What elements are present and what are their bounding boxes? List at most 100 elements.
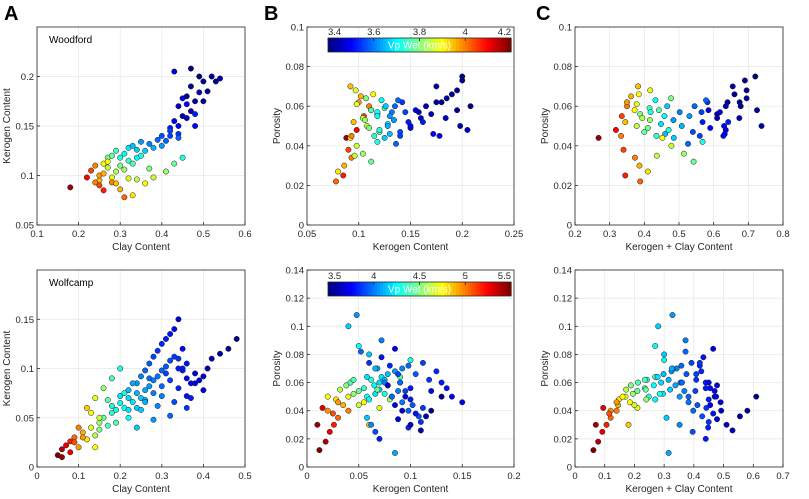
data-point xyxy=(319,404,326,411)
data-point xyxy=(707,125,714,131)
data-point xyxy=(368,107,375,114)
data-point xyxy=(158,393,165,400)
data-point xyxy=(335,414,341,421)
data-point xyxy=(125,406,132,413)
data-point xyxy=(402,388,409,394)
data-point xyxy=(426,376,433,383)
data-point xyxy=(736,413,743,420)
data-point xyxy=(710,410,717,417)
data-point xyxy=(724,99,731,106)
colorbar-segment xyxy=(364,38,369,52)
data-point xyxy=(92,179,99,186)
data-point xyxy=(641,376,648,383)
x-tick-label: 0.2 xyxy=(507,471,520,482)
data-point xyxy=(685,393,692,400)
data-point xyxy=(79,429,86,436)
colorbar-segment xyxy=(489,282,494,296)
data-point xyxy=(353,142,360,149)
data-point xyxy=(192,370,199,377)
colorbar-segment xyxy=(428,38,433,52)
y-tick-label: 0.06 xyxy=(286,378,305,389)
x-tick-label: 0.7 xyxy=(776,471,789,482)
data-point xyxy=(196,89,203,96)
data-point xyxy=(386,113,393,120)
data-point xyxy=(642,386,649,393)
colorbar-segment xyxy=(416,38,421,52)
data-point xyxy=(113,419,119,426)
data-point xyxy=(419,359,426,366)
data-point xyxy=(187,395,194,401)
axes-frame xyxy=(36,26,246,226)
data-point xyxy=(314,421,321,428)
data-point xyxy=(350,390,357,397)
colorbar-segment xyxy=(389,282,393,296)
data-point xyxy=(402,393,409,400)
data-point xyxy=(392,103,398,110)
colorbar-segment xyxy=(385,38,390,52)
data-point xyxy=(405,362,412,369)
plot-woodford-porosity-vs-kerogen: 0.05 0.1 0.15 0.2 0.25 0 0.02 0.04 0.06 0.08 0.1 Ke… xyxy=(272,23,523,254)
data-point xyxy=(650,382,657,389)
colorbar-segment xyxy=(507,282,512,296)
data-point xyxy=(183,375,190,382)
data-point xyxy=(154,373,161,380)
data-point xyxy=(624,99,630,106)
y-axis-label: Kerogen Content xyxy=(2,330,13,406)
data-point xyxy=(208,73,215,80)
data-point xyxy=(395,371,402,378)
colorbar-segment xyxy=(392,282,396,296)
data-point xyxy=(330,421,337,428)
colorbar-segment xyxy=(395,38,399,52)
x-tick-label: 0.5 xyxy=(672,229,685,240)
data-point xyxy=(442,115,449,122)
data-point xyxy=(121,390,128,397)
data-point xyxy=(183,101,190,108)
data-point xyxy=(633,101,640,108)
data-point xyxy=(335,168,341,175)
data-point xyxy=(397,379,404,386)
data-point xyxy=(125,175,132,182)
data-point xyxy=(599,428,606,435)
colorbar-segment xyxy=(349,38,353,52)
data-point xyxy=(753,393,760,400)
data-point xyxy=(133,146,140,153)
data-point xyxy=(183,404,190,411)
data-point xyxy=(696,359,703,366)
data-point xyxy=(175,385,182,392)
data-point xyxy=(376,435,383,442)
colorbar-segment xyxy=(486,38,491,52)
colorbar-segment xyxy=(446,38,451,52)
data-point xyxy=(676,393,683,400)
colorbar-segment xyxy=(413,282,418,296)
y-tick-label: 0.1 xyxy=(291,23,304,34)
colorbar-segment xyxy=(328,282,332,296)
colorbar-segment xyxy=(385,282,390,296)
data-point xyxy=(662,130,669,137)
data-point xyxy=(710,345,717,352)
colorbar-segment xyxy=(498,282,503,296)
data-point xyxy=(96,419,103,426)
colorbar-segment xyxy=(492,38,497,52)
y-tick-label: 0.1 xyxy=(559,23,572,34)
data-point xyxy=(175,365,182,372)
data-point xyxy=(692,388,699,394)
y-tick-label: 0.1 xyxy=(559,322,572,333)
data-point xyxy=(370,91,377,98)
colorbar-tick-label: 3.4 xyxy=(328,27,341,38)
colorbar-segment xyxy=(480,38,485,52)
data-point xyxy=(658,121,664,127)
data-point xyxy=(655,323,662,330)
axes-frame xyxy=(306,26,515,226)
data-point xyxy=(360,399,367,406)
x-tick-label: 0.1 xyxy=(352,229,365,240)
data-point xyxy=(371,132,378,139)
x-tick-label: 0.6 xyxy=(707,229,720,240)
colorbar-segment xyxy=(486,282,491,296)
data-point xyxy=(402,109,409,116)
data-point xyxy=(705,379,712,386)
data-point xyxy=(653,132,660,139)
colorbar-segment xyxy=(492,282,497,296)
colorbar-label: Vp Wet (km/s) xyxy=(388,41,451,52)
data-point xyxy=(698,368,705,375)
y-tick-label: 0.14 xyxy=(286,266,305,277)
